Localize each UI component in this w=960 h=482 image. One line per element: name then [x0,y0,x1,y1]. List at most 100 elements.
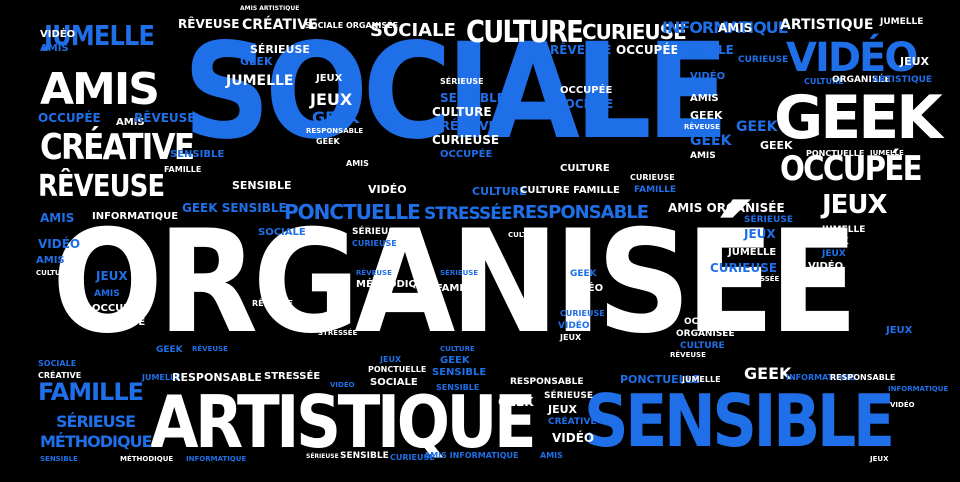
word-jeux: JEUX [822,190,888,220]
word-jeux-10: JEUX [380,355,402,364]
word-jumelle-4: JUMELLE [226,73,294,89]
word-famille-4: FAMILLE [436,283,483,294]
word-sensible-2: SENSIBLE [440,91,505,105]
word-video-2: VIDÉO [690,71,726,82]
word-jumelle-3: JUMELLE [676,43,734,57]
word-sociale-5: SOCIALE [38,359,77,368]
word-occupee-4: OCCUPÉE [560,85,613,96]
word-amis-3: AMIS [690,93,719,104]
word-reveuse-4: RÊVEUSE [684,123,720,131]
word-sociale-6: SOCIALE [370,377,418,388]
word-geek-12: GEEK [156,345,183,355]
word-amis-8: AMIS [36,255,65,266]
word-jumelle-8: JUMELLE [142,373,181,382]
word-reveuse-8: RÊVEUSE [252,299,294,308]
word-geek-10: GEEK [570,269,597,279]
word-jumelle-7: JUMELLE [728,247,777,258]
word-occupee-7: OCCUPÉE [684,317,732,327]
word-reveuse-6: RÊVEUSE [356,269,392,277]
word-informatique-5: INFORMATIQUE [888,385,949,393]
word-amis-9: AMIS [346,159,369,168]
word-sensible-8: SENSIBLE [40,455,78,463]
word-creative: CRÉATIVE [40,127,195,168]
word-curieuse-2: CURIEUSE [432,133,500,147]
word-jeux-4: JEUX [900,55,930,68]
word-amis-informatique: AMIS INFORMATIQUE [424,451,519,460]
word-sociale-2: SOCIALE [370,20,456,41]
word-sensible-3: SENSIBLE [170,149,225,160]
word-video-8: VIDÉO [558,321,590,331]
word-geek-13: GEEK [744,364,792,383]
word-culture-9: CULTURE [440,345,475,353]
word-creative-2: CRÉATIVE [242,17,318,33]
word-video-7: VIDÉO [568,283,604,294]
word-culture: CULTURE [466,15,584,50]
word-serieuse: SÉRIEUSE [56,412,136,431]
word-geek-4: GEEK [316,137,340,146]
word-serieuse-4: SÉRIEUSE [352,227,401,237]
word-occupee: OCCUPÉE [780,149,923,189]
word-curieuse-3: CURIEUSE [738,55,789,65]
word-occupee-3: OCCUPÉE [440,149,493,160]
word-serieuse-2: SÉRIEUSE [250,43,310,56]
word-artistique: ARTISTIQUE [150,380,537,464]
word-amis-6: AMIS [116,117,145,128]
word-reveuse-10: RÊVEUSE [192,345,228,353]
word-video-3: VIDÉO [40,29,76,40]
word-stressee: STRESSÉE [424,204,512,224]
word-stressee-4: STRESSÉE [264,371,321,382]
word-amis-7: AMIS [40,211,75,225]
word-serieuse-8: SÉRIEUSE [306,453,339,460]
word-sociale-3: SOCIALE [556,97,614,111]
word-reveuse-9: RÊVEUSE [670,351,706,359]
word-reveuse-2: RÊVEUSE [178,17,240,31]
word-methodique-2: MÉTHODIQUE [356,279,432,290]
word-amis-artistique: AMIS ARTISTIQUE [240,5,300,12]
word-jumelle-2: JUMELLE [880,17,924,27]
word-curieuse-6: CURIEUSE [710,261,778,275]
word-amis-11: AMIS [540,451,563,460]
word-sociale-4: SOCIALE [258,227,306,238]
word-serieuse-5: SÉRIEUSE [744,215,793,225]
word-sensible-5: SENSIBLE [432,367,487,378]
word-famille-3: FAMILLE [634,185,677,195]
word-artistique-2: ARTISTIQUE [780,17,874,33]
word-informatique: INFORMATIQUE [662,18,789,37]
word-culture-6: CULTURE [560,163,610,174]
word-creative-5: CRÉATIVE [548,417,597,427]
word-sensible-7: SENSIBLE [340,451,389,461]
word-jumelle-9: JUMELLE [682,375,721,384]
word-jumelle-6: JUMELLE [822,225,866,235]
word-culture-5: CULTURE [472,185,527,198]
word-jeux-6: JEUX [822,249,846,259]
word-jeux-11: JEUX [548,403,578,416]
word-amis-10: AMIS [94,289,120,299]
word-jeux-7: JEUX [96,269,128,283]
word-sociale-organisee: SOCIALE ORGANISÉE [305,21,399,30]
word-responsable: RESPONSABLE [512,202,649,223]
word-jeux-3: JEUX [310,90,353,109]
word-amis-4: AMIS [690,151,716,161]
word-geek-11: GEEK [440,355,470,366]
word-geek-8: GEEK [760,139,793,152]
word-video-11: VIDÉO [890,401,915,409]
word-occupee-6: OCCUPÉE [92,303,145,314]
word-famille-5: FAMILLE [802,323,835,331]
word-video-9: VIDÉO [330,381,355,389]
word-geek-3: GEEK [312,108,360,127]
word-occupee-2: OCCUPÉE [616,43,679,57]
word-ponctuelle-4: PONCTUELLE [620,373,701,386]
word-geek-sensible: GEEK SENSIBLE [182,201,287,215]
word-curieuse-7: CURIEUSE [560,309,605,318]
word-responsable-2: RESPONSABLE [306,127,364,135]
word-informatique-4: INFORMATIQUE [186,455,247,463]
word-jumelle: JUMELLE [44,19,155,52]
word-serieuse-6: SÉRIEUSE [440,269,479,277]
word-jeux-8: JEUX [560,333,582,342]
word-jeux-12: JEUX [870,455,889,463]
word-geek: GEEK [774,83,943,153]
word-jeux-2: JEUX [316,73,343,84]
word-curieuse-8: CURIEUSE [390,453,435,462]
word-sensible-6: SENSIBLE [436,383,480,392]
